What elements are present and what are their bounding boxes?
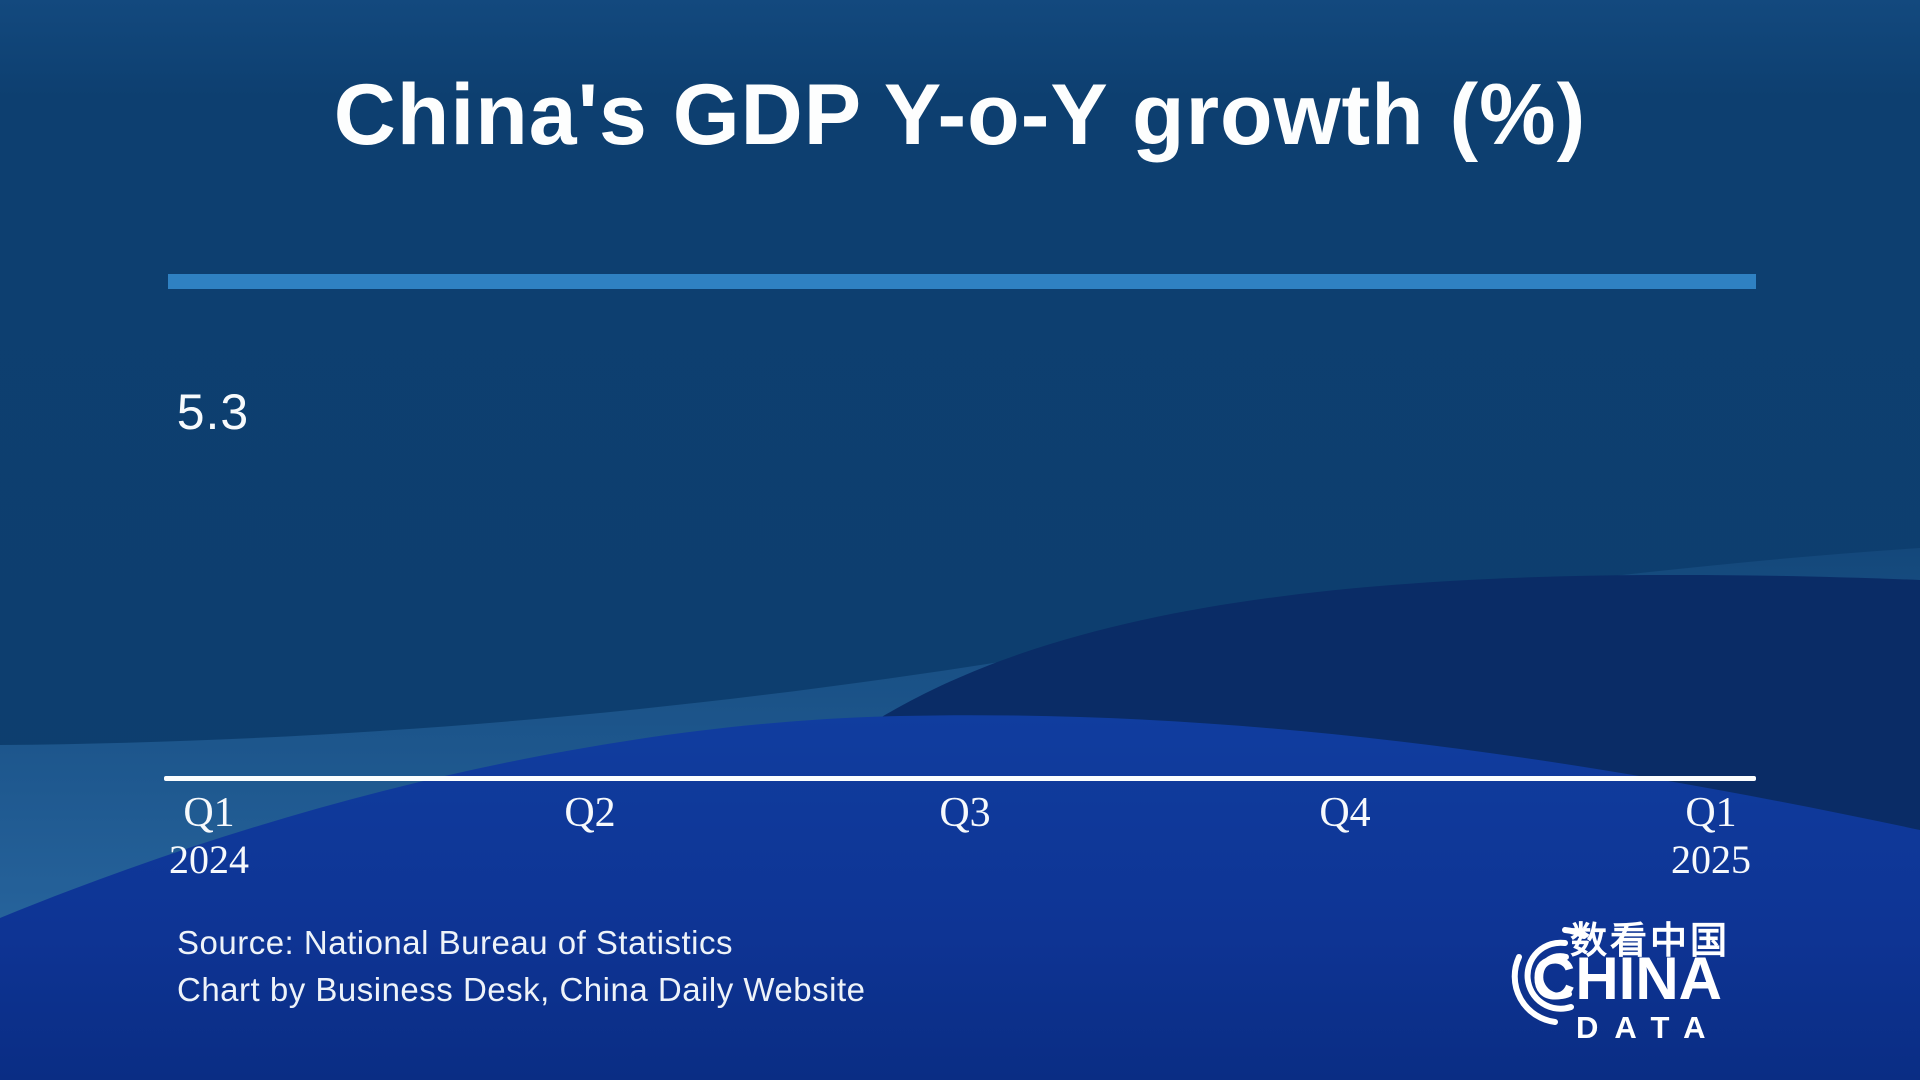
tick-label: Q1 bbox=[183, 790, 235, 836]
chart-title: China's GDP Y-o-Y growth (%) bbox=[333, 67, 1587, 163]
source-credit: Source: National Bureau of Statistics Ch… bbox=[177, 919, 866, 1013]
source-line: Source: National Bureau of Statistics bbox=[177, 924, 733, 961]
x-tick-q4-2024: Q4 bbox=[1245, 792, 1445, 880]
logo-arcs-icon bbox=[1511, 927, 1587, 1025]
logo-brand-data: DATA bbox=[1576, 1010, 1722, 1045]
credit-line: Chart by Business Desk, China Daily Webs… bbox=[177, 971, 866, 1008]
x-tick-q1-2024: Q1 2024 bbox=[109, 792, 309, 880]
tick-label: Q1 bbox=[1685, 790, 1737, 836]
tick-year-label: 2024 bbox=[169, 837, 249, 882]
x-axis-line bbox=[164, 776, 1756, 781]
bg-royal-wave bbox=[0, 715, 1920, 1080]
x-tick-q2-2024: Q2 bbox=[490, 792, 690, 880]
logo-brand-china: CHINA bbox=[1532, 945, 1722, 1012]
tick-label: Q4 bbox=[1319, 790, 1371, 836]
tick-label: Q3 bbox=[939, 790, 991, 836]
logo-chinese-text: 数看中国 bbox=[1570, 920, 1730, 961]
tick-label: Q2 bbox=[564, 790, 616, 836]
data-label-q1-2024: 5.3 bbox=[176, 384, 250, 440]
tick-year-label: 2025 bbox=[1671, 837, 1751, 882]
title-divider-bar bbox=[168, 274, 1756, 289]
tick-year-label bbox=[1245, 840, 1445, 880]
x-tick-q3-2024: Q3 bbox=[865, 792, 1065, 880]
tick-year-label bbox=[490, 840, 690, 880]
tick-year-label bbox=[865, 840, 1065, 880]
x-tick-q1-2025: Q1 2025 bbox=[1611, 792, 1811, 880]
china-data-logo: 数看中国 CHINA DATA bbox=[1490, 900, 1750, 1060]
